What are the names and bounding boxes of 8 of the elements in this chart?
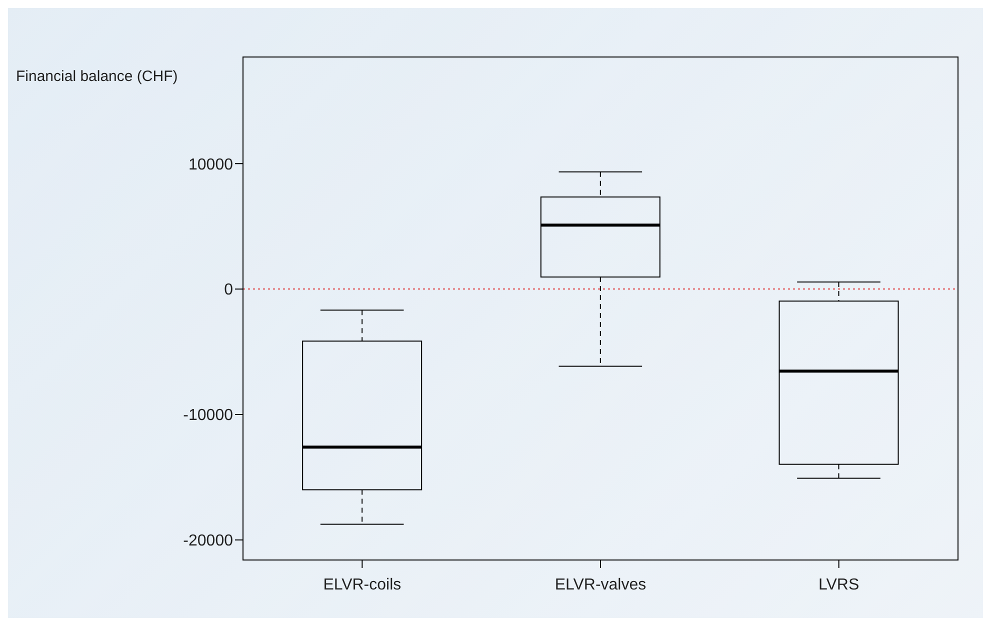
x-tick-label: ELVR-valves	[554, 576, 646, 594]
y-tick-label: -20000	[183, 532, 234, 550]
y-tick-label: 10000	[188, 156, 234, 174]
x-tick-label: LVRS	[818, 576, 860, 594]
y-tick-label: 0	[224, 282, 234, 299]
y-axis-title: Financial balance (CHF)	[16, 68, 178, 85]
y-tick-label: -10000	[183, 407, 234, 424]
x-tick-label: ELVR-coils	[323, 576, 402, 594]
